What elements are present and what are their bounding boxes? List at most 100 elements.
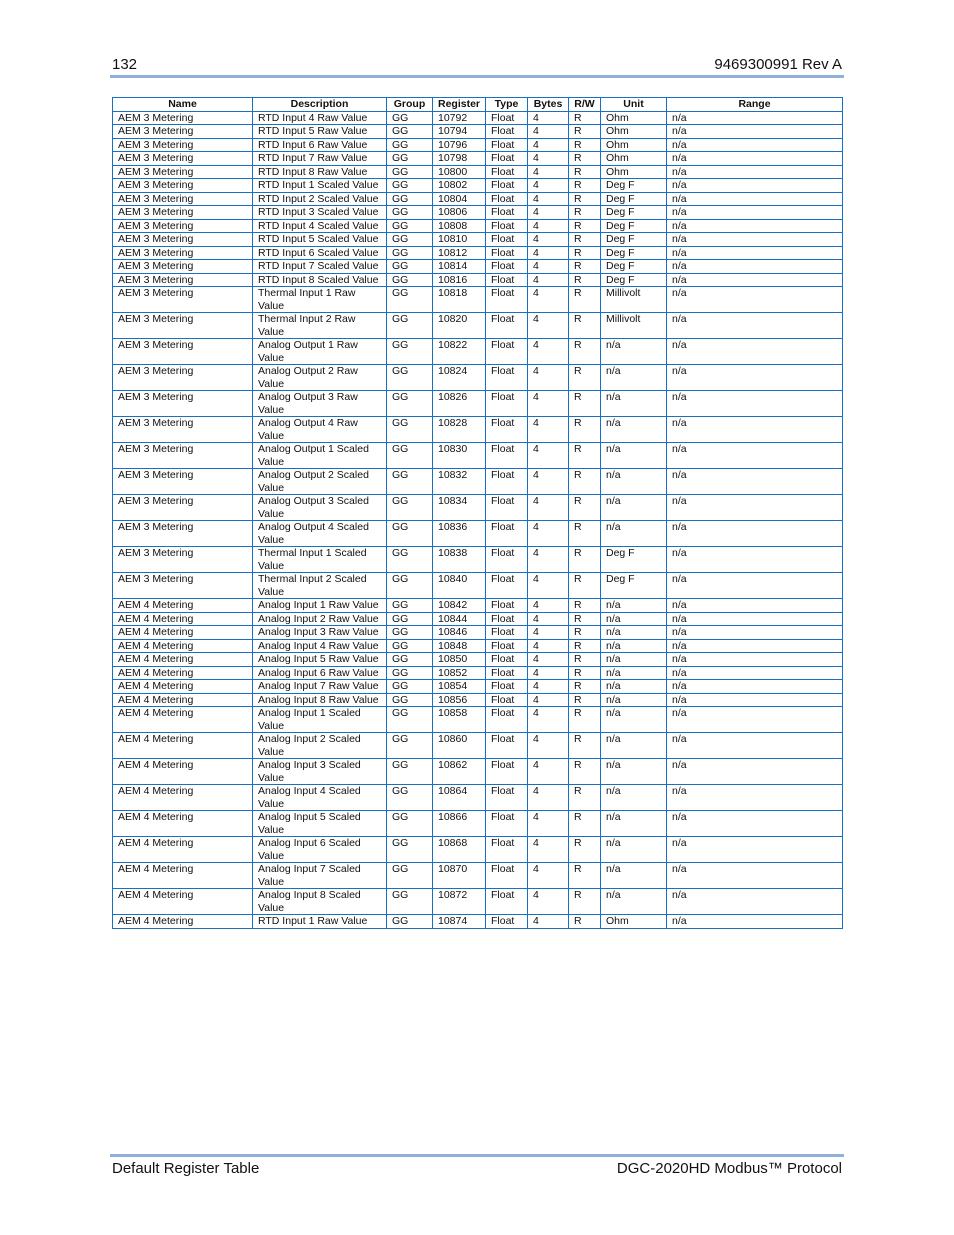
table-row: AEM 4 Metering Analog Input 1 Raw Value GG… [112,598,843,613]
table-cell: GG [386,442,433,469]
table-row: AEM 3 Metering Analog Output 4 Scaled Val… [112,520,843,547]
table-cell: 4 [527,810,569,837]
table-cell: R [568,164,601,179]
table-cell: Float [485,520,528,547]
table-cell: n/a [666,679,843,694]
table-cell: 10832 [432,468,486,495]
table-cell: RTD Input 1 Raw Value [252,914,387,929]
table-cell: 10866 [432,810,486,837]
table-cell: 10812 [432,245,486,260]
table-cell: n/a [666,110,843,125]
table-cell: AEM 3 Metering [112,494,253,521]
table-cell: n/a [666,638,843,653]
table-row: AEM 4 Metering Analog Input 7 Scaled Valu… [112,862,843,889]
table-cell: GG [386,520,433,547]
table-cell: GG [386,546,433,573]
table-cell: 10830 [432,442,486,469]
table-cell: n/a [600,652,667,667]
table-cell: AEM 3 Metering [112,312,253,339]
table-cell: 4 [527,625,569,640]
table-cell: R [568,312,601,339]
table-cell: R [568,810,601,837]
table-cell: AEM 3 Metering [112,191,253,206]
table-cell: 10860 [432,732,486,759]
table-cell: n/a [666,810,843,837]
document-id: 9469300991 Rev A [714,56,842,73]
table-cell: Float [485,810,528,837]
table-cell: Float [485,232,528,247]
table-cell: Analog Output 4 Raw Value [252,416,387,443]
table-cell: n/a [666,164,843,179]
table-cell: GG [386,338,433,365]
table-cell: Float [485,888,528,915]
table-cell: 10852 [432,665,486,680]
table-cell: Analog Input 4 Scaled Value [252,784,387,811]
table-cell: n/a [666,494,843,521]
table-cell: RTD Input 7 Scaled Value [252,259,387,274]
table-cell: n/a [666,572,843,599]
column-header: Range [666,97,843,112]
table-cell: Deg F [600,272,667,287]
table-cell: AEM 4 Metering [112,836,253,863]
table-cell: n/a [666,468,843,495]
table-cell: R [568,914,601,929]
table-row: AEM 3 Metering Analog Output 4 Raw Value G… [112,416,843,443]
table-cell: n/a [600,625,667,640]
table-cell: 4 [527,494,569,521]
table-cell: 10802 [432,178,486,193]
table-cell: n/a [666,137,843,152]
table-cell: 4 [527,836,569,863]
table-cell: R [568,494,601,521]
table-cell: Float [485,110,528,125]
table-cell: 4 [527,259,569,274]
column-header: Bytes [527,97,569,112]
table-cell: RTD Input 1 Scaled Value [252,178,387,193]
table-cell: GG [386,732,433,759]
table-cell: GG [386,888,433,915]
table-cell: n/a [666,390,843,417]
table-cell: Deg F [600,218,667,233]
table-cell: Analog Input 1 Scaled Value [252,706,387,733]
table-cell: Float [485,286,528,313]
table-cell: 10858 [432,706,486,733]
table-cell: Float [485,442,528,469]
table-cell: Float [485,164,528,179]
column-header: Type [485,97,528,112]
table-cell: R [568,598,601,613]
table-cell: Analog Input 4 Raw Value [252,638,387,653]
table-cell: 4 [527,784,569,811]
table-cell: 4 [527,151,569,166]
table-cell: Analog Output 2 Raw Value [252,364,387,391]
table-cell: 4 [527,611,569,626]
table-cell: n/a [666,232,843,247]
column-header: Unit [600,97,667,112]
table-cell: 10868 [432,836,486,863]
table-cell: Analog Input 2 Scaled Value [252,732,387,759]
table-cell: AEM 4 Metering [112,679,253,694]
table-cell: 10834 [432,494,486,521]
table-cell: n/a [666,598,843,613]
table-cell: n/a [666,836,843,863]
table-cell: 10804 [432,191,486,206]
table-cell: n/a [600,665,667,680]
table-cell: n/a [666,888,843,915]
table-cell: GG [386,178,433,193]
footer-section-title: Default Register Table [112,1160,260,1177]
table-cell: n/a [600,836,667,863]
table-cell: 4 [527,286,569,313]
table-cell: 4 [527,862,569,889]
table-cell: 4 [527,416,569,443]
table-cell: n/a [666,758,843,785]
column-header: Register [432,97,486,112]
table-row: AEM 3 Metering Analog Output 3 Raw Value G… [112,390,843,417]
table-row: AEM 4 Metering Analog Input 5 Scaled Valu… [112,810,843,837]
table-cell: Float [485,364,528,391]
table-cell: Float [485,758,528,785]
table-cell: 10820 [432,312,486,339]
table-cell: n/a [600,598,667,613]
table-cell: Analog Input 7 Raw Value [252,679,387,694]
table-cell: Deg F [600,205,667,220]
table-cell: AEM 3 Metering [112,232,253,247]
table-cell: R [568,625,601,640]
